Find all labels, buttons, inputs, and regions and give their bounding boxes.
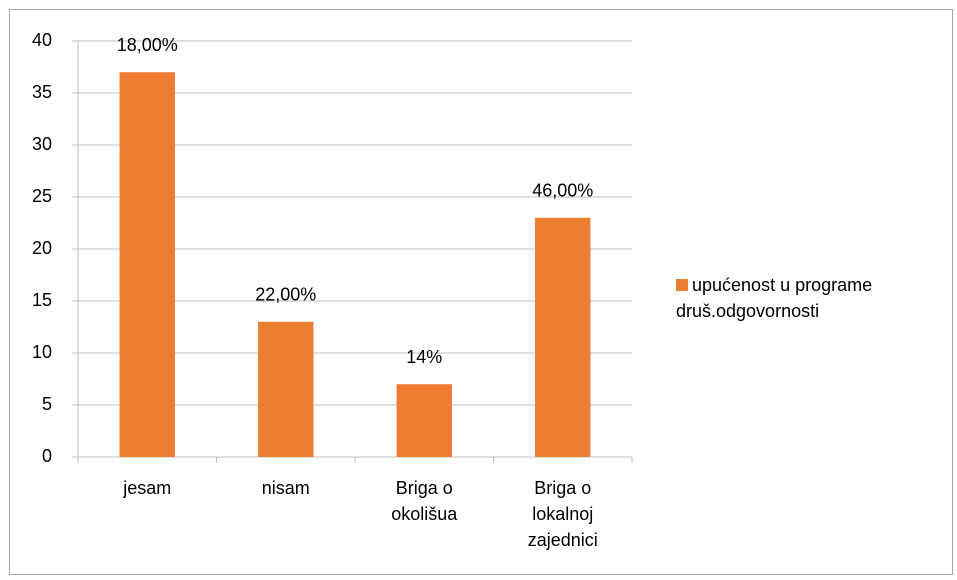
bar	[119, 72, 175, 457]
x-tick-label: nisam	[261, 478, 310, 498]
y-tick-label: 40	[32, 30, 52, 50]
data-label: 46,00%	[532, 181, 593, 201]
bar	[396, 384, 452, 457]
y-tick-label: 10	[32, 342, 52, 362]
y-tick-label: 20	[32, 238, 52, 258]
y-tick-label: 15	[32, 290, 52, 310]
y-tick-label: 35	[32, 82, 52, 102]
legend-key	[676, 279, 688, 291]
legend-label: upućenost u programe druš.odgovornosti	[676, 275, 873, 321]
chart-border	[9, 9, 953, 575]
x-tick-label: Briga o lokalnoj zajednici	[527, 478, 598, 550]
legend: upućenost u programe druš.odgovornosti	[676, 272, 956, 324]
y-tick-label: 30	[32, 134, 52, 154]
x-tick-label: jesam	[123, 478, 172, 498]
y-tick-label: 25	[32, 186, 52, 206]
data-label: 18,00%	[117, 35, 178, 55]
x-tick-label: Briga o okolišua	[391, 478, 458, 524]
bar	[535, 217, 591, 457]
y-tick-label: 5	[42, 394, 52, 414]
y-tick-label: 0	[42, 446, 52, 466]
data-label: 14%	[406, 347, 442, 367]
bar	[258, 321, 314, 457]
data-label: 22,00%	[255, 285, 316, 305]
